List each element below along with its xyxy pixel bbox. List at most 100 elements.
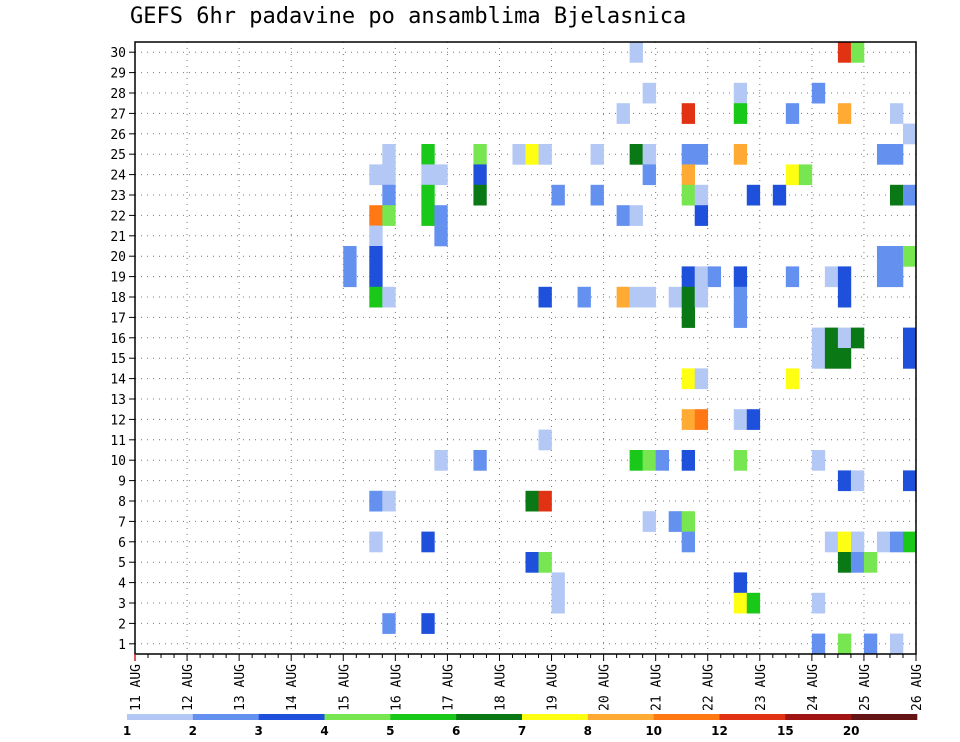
precip-cell <box>837 42 852 63</box>
precip-cell <box>733 266 748 288</box>
precip-cell <box>681 164 696 186</box>
precip-cell <box>902 246 917 267</box>
precip-cell <box>616 286 630 308</box>
precip-cell <box>473 144 487 165</box>
precip-cell <box>824 266 839 288</box>
precip-cell <box>629 144 643 165</box>
precip-cell <box>837 552 852 573</box>
x-tick-label: 17 AUG <box>441 664 456 711</box>
precip-cell <box>382 205 396 226</box>
y-tick-label: 24 <box>110 169 126 184</box>
precip-cell <box>369 266 383 288</box>
colorbar-label: 7 <box>518 724 526 738</box>
precip-cell <box>863 552 878 573</box>
colorbar-swatch <box>522 714 589 720</box>
precip-cell <box>798 164 813 186</box>
x-tick-label: 20 AUG <box>598 664 613 711</box>
y-tick-label: 3 <box>118 597 126 612</box>
precip-cell <box>811 327 826 349</box>
precip-cell <box>694 184 709 206</box>
y-tick-label: 18 <box>110 291 126 306</box>
precip-cell <box>733 286 748 308</box>
precip-cell <box>369 531 383 553</box>
precip-cell <box>577 286 591 308</box>
precip-cell <box>681 266 696 288</box>
colorbar-swatch <box>653 714 720 720</box>
precip-cell <box>343 246 357 267</box>
precip-cell <box>837 266 852 288</box>
precip-cell <box>616 205 630 226</box>
precip-cell <box>707 266 722 288</box>
precip-cell <box>382 286 396 308</box>
y-tick-label: 27 <box>110 107 126 122</box>
precip-cell <box>642 286 656 308</box>
precip-cell <box>538 552 552 573</box>
x-tick-label: 11 AUG <box>129 664 144 711</box>
x-tick-label: 12 AUG <box>181 664 196 711</box>
precip-cell <box>837 327 852 349</box>
precip-cell <box>525 552 539 573</box>
colorbar-swatch <box>456 714 523 720</box>
precip-cell <box>382 613 396 634</box>
precip-cell <box>902 123 917 145</box>
y-tick-label: 20 <box>110 250 126 265</box>
precip-cell <box>889 531 904 553</box>
colorbar-swatch <box>390 714 457 720</box>
precip-cell <box>369 205 383 226</box>
precip-cell <box>785 266 800 288</box>
precip-cell <box>837 470 852 492</box>
precip-cell <box>811 82 826 104</box>
precip-cells <box>343 42 917 655</box>
precip-cell <box>694 266 709 288</box>
precip-cell <box>642 511 656 532</box>
precip-cell <box>746 409 761 430</box>
precip-cell <box>785 103 800 124</box>
precip-cell <box>850 531 865 553</box>
precip-cell <box>434 225 448 247</box>
colorbar-legend: 1 2 3 4 5 6 7 8 10 12 15 20 <box>123 714 918 738</box>
precip-cell <box>551 184 565 206</box>
colorbar-label: 3 <box>254 724 262 738</box>
precip-cell <box>382 490 396 512</box>
y-tick-label: 13 <box>110 393 126 408</box>
precip-cell <box>681 103 696 124</box>
precip-cell <box>681 184 696 206</box>
precip-cell <box>629 42 643 63</box>
colorbar-swatch <box>324 714 391 720</box>
precip-cell <box>785 368 800 390</box>
precip-cell <box>850 327 865 349</box>
precip-cell <box>837 348 852 369</box>
precip-cell <box>694 409 709 430</box>
precip-cell <box>369 225 383 247</box>
y-tick-label: 4 <box>118 577 126 592</box>
precip-cell <box>876 144 891 165</box>
precip-cell <box>811 592 826 614</box>
precip-cell <box>772 184 787 206</box>
precip-cell <box>902 184 917 206</box>
precip-cell <box>746 184 761 206</box>
precip-cell <box>590 144 604 165</box>
precip-cell <box>421 613 435 634</box>
precip-cell <box>694 205 709 226</box>
chart-title: GEFS 6hr padavine po ansamblima Bjelasni… <box>130 4 687 29</box>
x-tick-label: 18 AUG <box>494 664 509 711</box>
precip-cell <box>889 103 904 124</box>
precip-cell <box>850 552 865 573</box>
precip-cell <box>382 184 396 206</box>
precip-cell <box>538 286 552 308</box>
precip-cell <box>681 286 696 308</box>
colorbar-swatch <box>127 714 194 720</box>
colorbar-label: 5 <box>386 724 394 738</box>
precip-cell <box>681 307 696 328</box>
precip-cell <box>681 409 696 430</box>
precip-cell <box>681 144 696 165</box>
precip-cell <box>421 164 435 186</box>
precip-cell <box>889 633 904 655</box>
precip-cell <box>538 144 552 165</box>
y-tick-label: 10 <box>110 454 126 469</box>
y-tick-label: 29 <box>110 67 126 82</box>
y-tick-label: 17 <box>110 311 126 326</box>
y-tick-label: 25 <box>110 148 126 163</box>
y-tick-label: 28 <box>110 87 126 102</box>
precip-cell <box>382 164 396 186</box>
